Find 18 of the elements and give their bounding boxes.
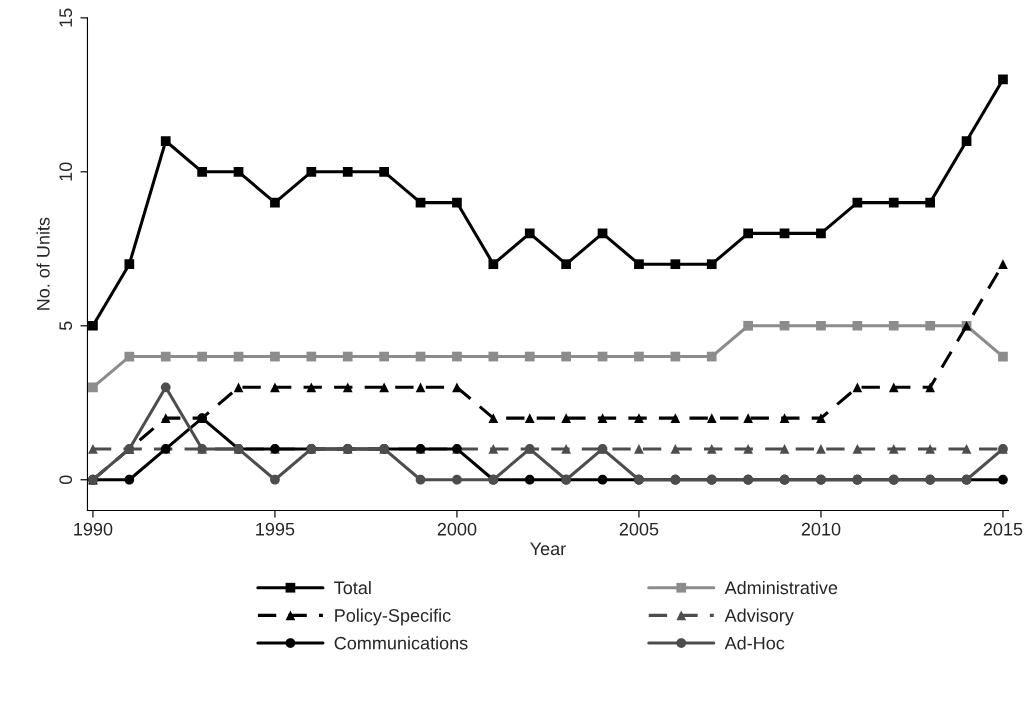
y-tick-label: 0 (59, 475, 73, 485)
y-tick-label: 5 (59, 321, 73, 331)
legend-label: Advisory (724, 608, 794, 626)
legend-label: Administrative (724, 580, 838, 595)
x-tick-label: 1990 (74, 522, 113, 536)
x-tick-label: 2005 (619, 522, 659, 536)
legend-label: Policy-Specific (335, 608, 451, 626)
legend-label: Communications (334, 636, 468, 650)
y-tick-label: 10 (59, 162, 73, 181)
legend-label: Ad-Hoc (724, 636, 785, 650)
y-axis-title: No. of Units (36, 217, 50, 310)
x-tick-label: 2010 (801, 522, 841, 536)
legend-label: Total (334, 580, 371, 595)
x-tick-label: 2000 (437, 522, 477, 536)
y-tick-label: 15 (59, 8, 73, 27)
x-tick-label: 1995 (256, 522, 295, 536)
x-axis-title: Year (530, 542, 566, 556)
x-tick-label: 2015 (983, 522, 1023, 536)
